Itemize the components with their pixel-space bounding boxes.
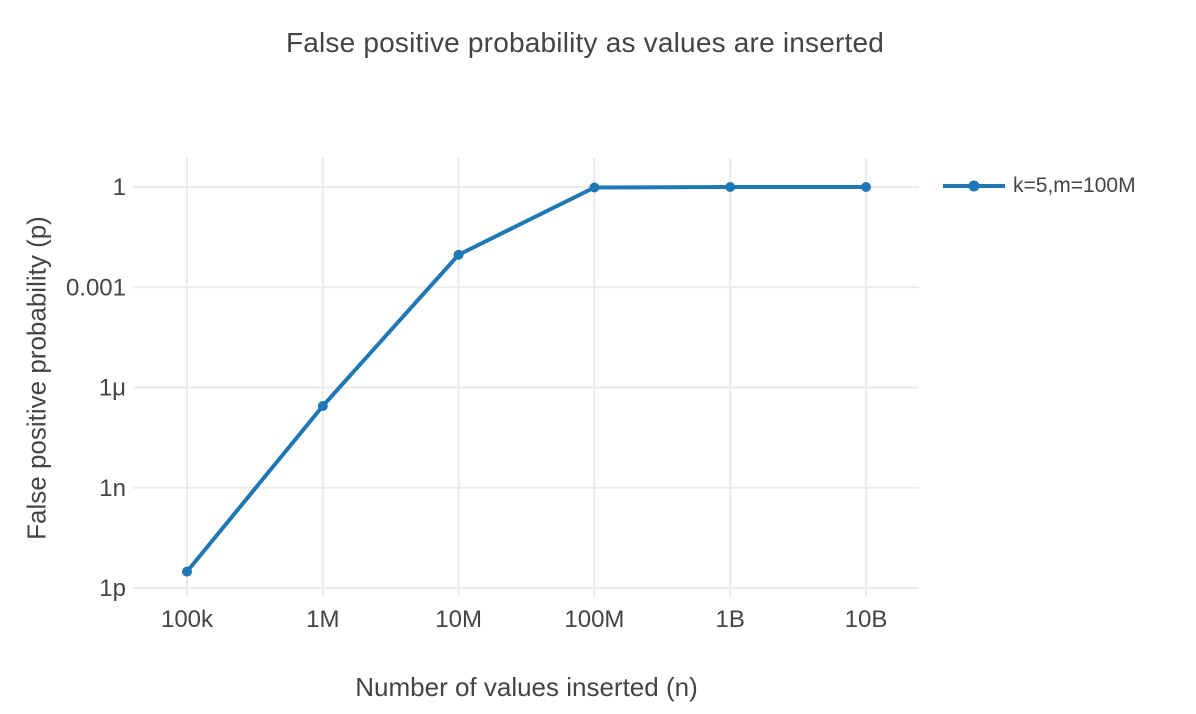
x-tick-label: 100M (564, 606, 624, 633)
x-tick-label: 1M (306, 606, 339, 633)
y-tick-label: 1n (99, 475, 126, 502)
data-point-marker[interactable] (589, 182, 600, 193)
x-tick-label: 10M (435, 606, 482, 633)
legend-label: k=5,m=100M (1013, 174, 1136, 197)
legend-marker-glyph (968, 180, 980, 192)
legend-item[interactable]: k=5,m=100M (941, 172, 1136, 200)
chart-title: False positive probability as values are… (285, 27, 885, 58)
y-tick-label: 1 (113, 174, 126, 201)
data-point-marker[interactable] (453, 249, 464, 260)
x-tick-label: 100k (161, 606, 214, 633)
data-point-marker[interactable] (317, 400, 328, 411)
x-tick-label: 1B (716, 606, 745, 633)
data-point-marker[interactable] (182, 566, 192, 577)
y-tick-label: 1p (99, 575, 126, 602)
y-tick-label: 1μ (99, 375, 126, 402)
y-axis-title: False positive probability (p) (21, 216, 52, 540)
legend-line-sample (943, 180, 1005, 192)
data-point-marker[interactable] (725, 182, 736, 193)
series-line[interactable] (185, 185, 867, 573)
data-point-marker[interactable] (861, 182, 871, 192)
y-tick-label: 0.001 (66, 274, 126, 301)
x-tick-label: 10B (845, 606, 888, 633)
x-axis-title: Number of values inserted (n) (355, 672, 698, 702)
